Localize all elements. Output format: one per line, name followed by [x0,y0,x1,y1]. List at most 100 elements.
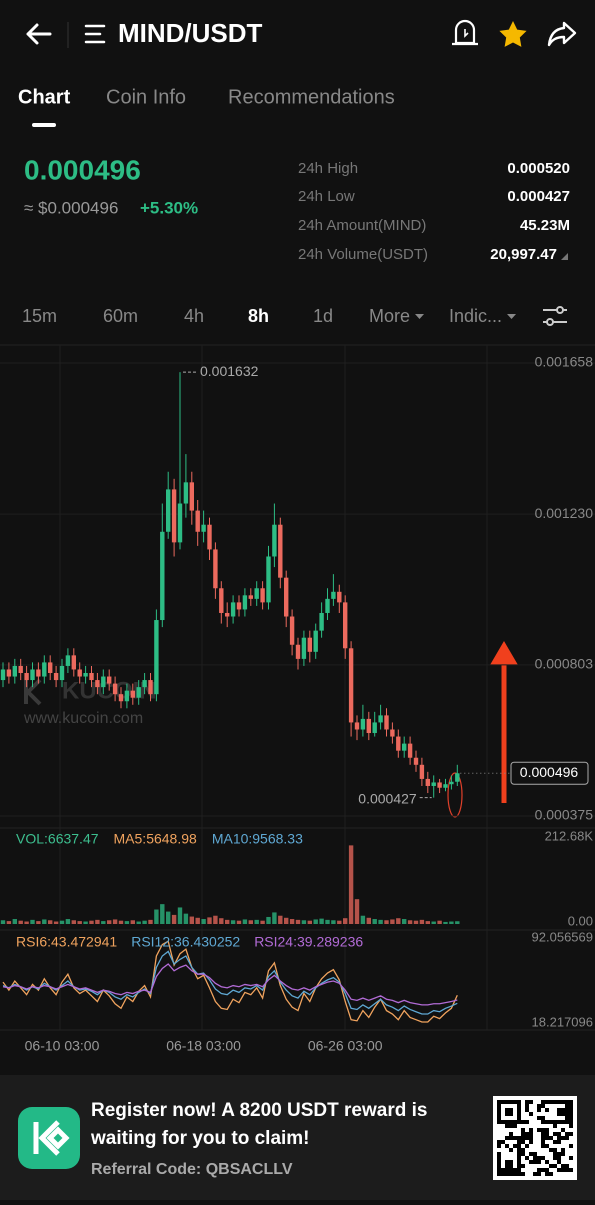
volume-bar [260,920,265,924]
candle-body [295,644,301,659]
volume-bar [337,920,342,924]
volume-bar [107,920,112,924]
volume-bar [443,921,448,924]
candle-body [142,680,147,688]
candle-body [177,503,183,543]
candle-body [236,602,242,610]
stat-label: 24h Amount(MIND) [298,217,426,234]
volume-bar [112,919,118,924]
candle-body [230,602,236,617]
volume-bar [189,916,194,924]
candle-body [160,531,165,621]
volume-bar [53,921,59,924]
volume-bar [83,921,88,924]
volume-bar [366,917,371,924]
interval-option[interactable]: 4h [184,306,204,326]
tab-chart[interactable]: Chart [18,86,71,108]
volume-bar [354,899,360,924]
highlight-ellipse [447,772,463,818]
volume-bar [413,920,419,924]
volume-bar [124,921,130,924]
candle-body [42,662,47,677]
watermark-logo [24,678,42,706]
volume-bar [437,920,442,924]
y-tick-label: 0.000375 [535,807,594,823]
candle-body [24,673,29,681]
volume-bar [348,845,354,924]
x-tick-label: 06-18 03:00 [166,1038,241,1054]
candle-body [89,673,94,681]
interval-option[interactable]: 60m [103,306,138,326]
share-button[interactable] [547,21,577,47]
candle-body [107,676,112,684]
volume-bar [248,920,253,924]
volume-bar [36,921,41,924]
volume-bar [201,919,206,924]
alert-button[interactable] [452,19,478,46]
rsi-tick-label: 92.056569 [532,929,593,944]
rsi-line [2,950,458,1015]
rsi-legend: RSI12:36.430252 [131,934,240,950]
candle-body [413,757,419,765]
tab-coin-info[interactable]: Coin Info [106,86,186,108]
price-change: +5.30% [140,198,198,217]
rsi-line [2,940,458,1023]
candle-body [0,669,6,681]
menu-button[interactable] [84,24,106,44]
candle-body [372,722,377,734]
candle-body [36,669,41,677]
tab-indicator [32,123,56,127]
interval-option[interactable]: 15m [22,306,57,326]
y-tick-label: 0.001658 [535,354,594,370]
interval-option[interactable]: More [369,306,410,326]
y-tick-label: 0.001230 [535,505,594,521]
interval-option[interactable]: Indic... [449,306,502,326]
volume-bar [236,920,242,924]
volume-bar [272,912,277,924]
volume-bar [18,920,23,924]
interval-option[interactable]: 8h [248,306,269,326]
rsi-line [2,963,458,1006]
candle-body [254,588,259,599]
qr-pattern [497,1100,573,1176]
candle-body [331,591,336,599]
y-tick-label: 0.000803 [535,656,594,672]
x-tick-label: 06-10 03:00 [25,1038,100,1054]
candle-body [95,680,100,688]
candle-body [101,676,106,688]
volume-legend: MA5:5648.98 [114,831,197,847]
volume-bar [24,921,29,924]
rsi-legend: RSI24:39.289236 [254,934,363,950]
volume-bar [136,921,141,924]
interval-option[interactable]: 1d [313,306,333,326]
back-button[interactable] [26,23,52,45]
pair-title: MIND/USDT [118,18,263,48]
volume-bar [171,914,177,924]
volume-bar [301,920,307,924]
volume-bar [101,921,106,924]
candle-body [189,482,194,511]
volume-bar [183,913,189,924]
volume-bar [6,921,12,924]
volume-bar [130,920,135,924]
chart-settings[interactable] [543,306,567,326]
candle-body [343,602,348,649]
volume-bar [307,920,312,924]
candle-body [366,718,371,734]
candle-body [183,482,189,504]
volume-bar [195,917,200,924]
volume-bar [0,920,6,924]
candle-body [319,612,324,631]
candle-body [419,764,425,779]
candle-body [455,773,460,782]
low-label: 0.000427 [358,790,417,806]
volume-bar [254,919,259,924]
favorite-button[interactable] [499,21,527,47]
tab-recommendations[interactable]: Recommendations [228,86,395,108]
volume-bar [455,921,460,924]
candle-body [348,648,354,723]
volume-bar [48,920,53,924]
candle-body [213,549,218,589]
candle-body [313,630,318,652]
